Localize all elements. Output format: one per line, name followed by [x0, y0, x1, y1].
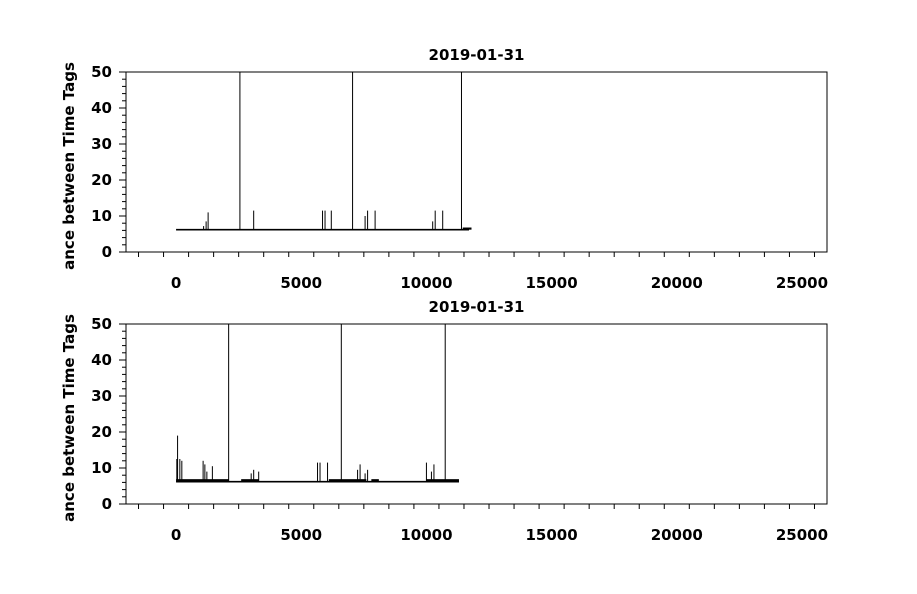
- y-tick-label: 20: [91, 171, 112, 189]
- y-tick-label: 10: [91, 207, 112, 225]
- chart-title: 2019-01-31: [429, 298, 525, 316]
- plot-frame: [125, 71, 828, 253]
- y-tick-label: 40: [91, 99, 112, 117]
- x-tick-label: 20000: [651, 274, 703, 292]
- series-end-band: [462, 227, 472, 230]
- plot-frame: [125, 323, 828, 505]
- series-noise-band: [371, 479, 379, 482]
- series-noise-band: [426, 479, 459, 482]
- x-tick-label: 20000: [651, 526, 703, 544]
- y-axis-label: ance between Time Tags: [60, 62, 78, 270]
- chart-panel-bottom: 2019-01-31 ance between Time Tags 0 10 20 30 4…: [60, 298, 828, 544]
- y-tick-label: 10: [91, 459, 112, 477]
- y-tick-label: 30: [91, 135, 112, 153]
- x-tick-label: 5000: [280, 526, 322, 544]
- x-tick-label: 25000: [776, 274, 828, 292]
- y-tick-label: 0: [102, 243, 112, 261]
- chart-title: 2019-01-31: [429, 46, 525, 64]
- y-tick-label: 40: [91, 351, 112, 369]
- x-tick-label: 10000: [400, 274, 452, 292]
- x-tick-label: 15000: [526, 274, 578, 292]
- y-tick-label: 20: [91, 423, 112, 441]
- x-tick-label: 0: [171, 274, 181, 292]
- y-tick-label: 50: [91, 315, 112, 333]
- x-tick-label: 5000: [280, 274, 322, 292]
- chart-panel-top: 2019-01-31 ance between Time Tags 0 10 20 30 4…: [60, 46, 828, 292]
- y-tick-label: 50: [91, 63, 112, 81]
- y-tick-label: 0: [102, 495, 112, 513]
- x-tick-label: 0: [171, 526, 181, 544]
- series-noise-band: [241, 479, 259, 482]
- series-noise-band: [176, 479, 229, 482]
- x-tick-label: 25000: [776, 526, 828, 544]
- series-noise-band: [328, 479, 367, 482]
- y-tick-label: 30: [91, 387, 112, 405]
- x-tick-label: 10000: [400, 526, 452, 544]
- x-tick-label: 15000: [526, 526, 578, 544]
- y-axis-label: ance between Time Tags: [60, 314, 78, 522]
